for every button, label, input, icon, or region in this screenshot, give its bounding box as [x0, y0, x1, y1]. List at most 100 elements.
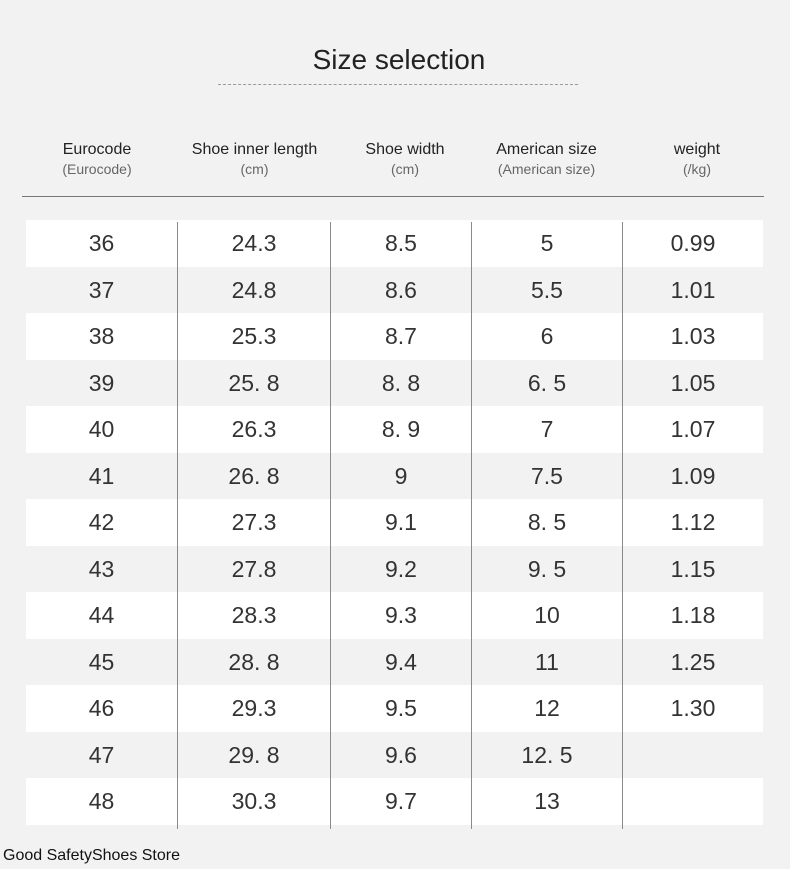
inner-length-cell: 27.3: [231, 509, 277, 535]
column-label: Shoe inner length: [191, 141, 318, 158]
column-label: weight: [673, 141, 721, 158]
inner-length-cell: 27.8: [231, 555, 277, 582]
american-size-cell: 11: [535, 648, 559, 675]
weight-cell: 1.18: [670, 602, 716, 628]
american-size-cell: 13: [534, 788, 560, 814]
table-row: 44 28.3 9.3 10 1.18: [26, 592, 763, 639]
weight-cell: 1.01: [670, 276, 716, 303]
table-row: 37 24.8 8.6 5.5 1.01: [26, 267, 763, 314]
eurocode-cell: 37: [88, 276, 115, 303]
table-row: 42 27.3 9.1 8. 5 1.12: [26, 499, 763, 546]
weight-cell: 1.09: [670, 462, 716, 489]
american-size-cell: 12: [534, 695, 560, 721]
weight-cell: 0.99: [670, 230, 716, 256]
shoe-width-cell: 9.2: [385, 555, 417, 582]
weight-cell: 1.12: [670, 509, 716, 535]
size-table: 36 24.3 8.5 5 0.99 37 24.8 8.6 5.5 1.01 …: [26, 220, 763, 825]
weight-cell: 1.03: [670, 323, 716, 349]
page-title: Size selection: [312, 44, 486, 75]
eurocode-cell: 40: [88, 416, 115, 442]
column-divider: [177, 222, 178, 829]
inner-length-cell: 24.3: [231, 230, 277, 256]
eurocode-cell: 44: [88, 602, 115, 628]
inner-length-cell: 29. 8: [228, 741, 280, 768]
table-header: Eurocode (Eurocode) Shoe inner length (c…: [22, 140, 764, 197]
weight-cell: [623, 778, 763, 825]
column-divider: [330, 222, 331, 829]
table-row: 46 29.3 9.5 12 1.30: [26, 685, 763, 732]
american-size-cell: 5.5: [531, 276, 563, 303]
inner-length-cell: 28.3: [231, 602, 277, 628]
column-label: American size: [496, 141, 597, 158]
shoe-width-cell: 9: [394, 462, 408, 489]
american-size-cell: 6. 5: [527, 369, 567, 396]
column-label: Shoe width: [365, 141, 445, 158]
inner-length-cell: 29.3: [231, 695, 277, 721]
eurocode-cell: 38: [88, 323, 115, 349]
column-header-american-size: American size (American size): [474, 140, 619, 178]
inner-length-cell: 25.3: [231, 323, 277, 349]
shoe-width-cell: 9.5: [385, 695, 417, 721]
inner-length-cell: 26. 8: [228, 462, 280, 489]
shoe-width-cell: 8. 8: [381, 369, 421, 396]
title-divider: [218, 84, 578, 85]
shoe-width-cell: 9.7: [385, 788, 417, 814]
column-label: Eurocode: [62, 141, 132, 158]
column-divider: [622, 222, 623, 829]
weight-cell: 1.07: [670, 416, 716, 442]
inner-length-cell: 24.8: [231, 276, 277, 303]
inner-length-cell: 26.3: [231, 416, 277, 442]
weight-cell: 1.30: [670, 695, 716, 721]
shoe-width-cell: 8. 9: [381, 416, 421, 442]
table-row: 40 26.3 8. 9 7 1.07: [26, 406, 763, 453]
eurocode-cell: 47: [88, 741, 115, 768]
american-size-cell: 10: [534, 602, 560, 628]
column-header-weight: weight (/kg): [622, 140, 772, 178]
eurocode-cell: 41: [88, 462, 115, 489]
column-sublabel: (cm): [391, 161, 419, 177]
shoe-width-cell: 8.7: [385, 323, 417, 349]
table-row: 36 24.3 8.5 5 0.99: [26, 220, 763, 267]
table-row: 41 26. 8 9 7.5 1.09: [26, 453, 763, 500]
american-size-cell: 6: [540, 323, 554, 349]
american-size-cell: 5: [540, 230, 554, 256]
table-row: 45 28. 8 9.4 11 1.25: [26, 639, 763, 686]
shoe-width-cell: 8.6: [385, 276, 417, 303]
american-size-cell: 7: [540, 416, 554, 442]
column-header-eurocode: Eurocode (Eurocode): [22, 140, 172, 178]
weight-cell: 1.15: [670, 555, 716, 582]
table-row: 43 27.8 9.2 9. 5 1.15: [26, 546, 763, 593]
column-header-shoe-width: Shoe width (cm): [335, 140, 475, 178]
eurocode-cell: 48: [88, 788, 115, 814]
column-sublabel: (cm): [240, 161, 269, 177]
column-divider: [471, 222, 472, 829]
table-row: 47 29. 8 9.6 12. 5: [26, 732, 763, 779]
american-size-cell: 12. 5: [521, 741, 573, 768]
store-name: Good SafetyShoes Store: [3, 847, 180, 864]
american-size-cell: 8. 5: [527, 509, 567, 535]
inner-length-cell: 25. 8: [228, 369, 280, 396]
table-row: 38 25.3 8.7 6 1.03: [26, 313, 763, 360]
shoe-width-cell: 9.1: [385, 509, 417, 535]
shoe-width-cell: 9.4: [385, 648, 417, 675]
eurocode-cell: 39: [88, 369, 115, 396]
column-sublabel: (Eurocode): [62, 161, 132, 177]
american-size-cell: 9. 5: [527, 555, 567, 582]
table-row: 39 25. 8 8. 8 6. 5 1.05: [26, 360, 763, 407]
shoe-width-cell: 9.6: [385, 741, 417, 768]
eurocode-cell: 46: [88, 695, 115, 721]
weight-cell: [623, 732, 763, 779]
eurocode-cell: 36: [88, 230, 115, 256]
column-sublabel: (/kg): [683, 161, 711, 177]
eurocode-cell: 43: [88, 555, 115, 582]
column-sublabel: (American size): [497, 161, 596, 177]
american-size-cell: 7.5: [531, 462, 563, 489]
table-row: 48 30.3 9.7 13: [26, 778, 763, 825]
shoe-width-cell: 8.5: [385, 230, 417, 256]
eurocode-cell: 42: [88, 509, 115, 535]
shoe-width-cell: 9.3: [385, 602, 417, 628]
inner-length-cell: 28. 8: [228, 648, 280, 675]
weight-cell: 1.25: [670, 648, 716, 675]
eurocode-cell: 45: [88, 648, 115, 675]
weight-cell: 1.05: [670, 369, 716, 396]
